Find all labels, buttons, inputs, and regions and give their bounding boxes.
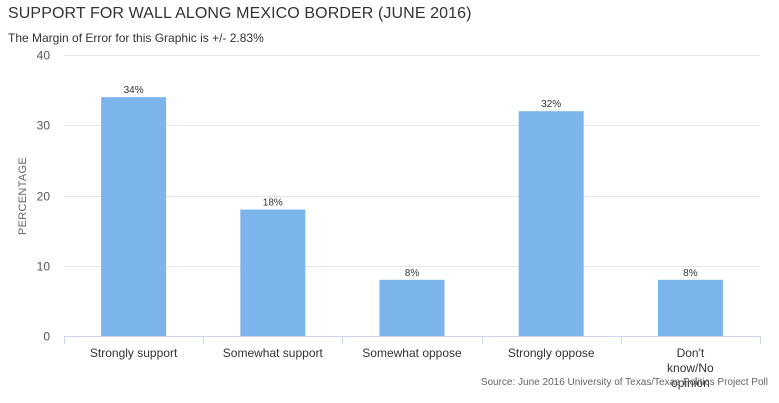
data-label: 34%	[124, 85, 144, 96]
y-tick-label: 30	[37, 119, 51, 133]
bar	[657, 279, 723, 336]
data-label: 8%	[405, 268, 420, 279]
bar	[518, 111, 584, 336]
y-tick-label: 10	[37, 260, 51, 274]
data-label: 18%	[263, 198, 283, 209]
bar	[101, 97, 167, 337]
x-tick-label: Don't know/No opinion	[667, 346, 714, 390]
chart-subtitle: The Margin of Error for this Graphic is …	[8, 31, 264, 45]
chart-title: SUPPORT FOR WALL ALONG MEXICO BORDER (JU…	[8, 5, 472, 22]
bar	[240, 209, 306, 336]
y-tick-label: 0	[43, 330, 50, 344]
x-tick-label: Somewhat support	[223, 346, 324, 360]
x-tick-label: Strongly oppose	[508, 346, 595, 360]
data-label: 8%	[683, 268, 698, 279]
y-axis-title: PERCENTAGE	[17, 157, 29, 235]
bar	[379, 279, 445, 336]
x-tick-label: Strongly support	[90, 346, 178, 360]
y-tick-label: 20	[37, 190, 51, 204]
data-label: 32%	[541, 99, 561, 110]
y-tick-label: 40	[37, 49, 51, 63]
x-tick-label: Somewhat oppose	[362, 346, 462, 360]
source-note: Source: June 2016 University of Texas/Te…	[480, 377, 768, 388]
